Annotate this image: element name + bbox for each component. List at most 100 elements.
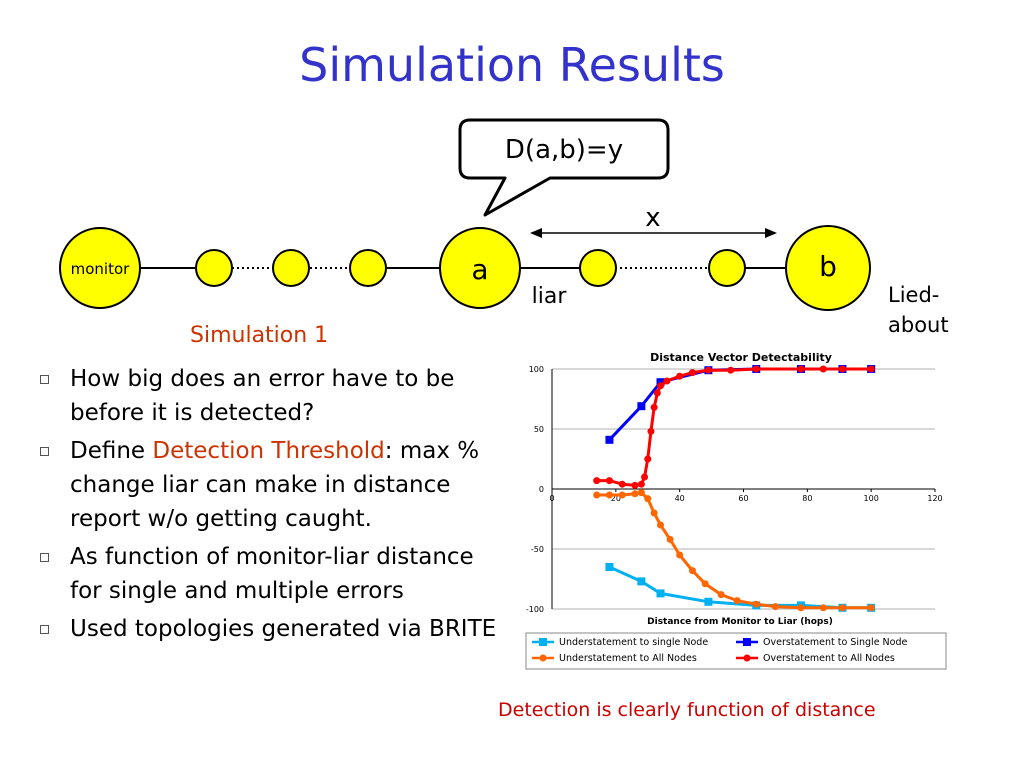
data-point-marker <box>752 365 760 373</box>
bullet-square-icon <box>40 447 49 456</box>
data-point-marker <box>797 365 805 373</box>
data-point-marker <box>704 366 712 374</box>
data-point-marker <box>618 480 626 488</box>
x-tick-label: 40 <box>675 494 685 503</box>
arrowhead-right-icon <box>765 228 777 238</box>
data-point-marker <box>637 480 645 488</box>
data-point-marker <box>676 372 684 380</box>
lied-about-label-line2: about <box>888 313 949 337</box>
data-point-marker <box>637 577 646 586</box>
chart-caption: Detection is clearly function of distanc… <box>498 699 876 721</box>
bullet-text: Used topologies generated via BRITE <box>70 616 497 642</box>
data-point-marker <box>593 477 601 485</box>
data-point-marker <box>605 477 613 485</box>
data-point-marker <box>657 382 665 390</box>
data-point-marker <box>644 455 652 463</box>
node-a-label: a <box>471 253 488 286</box>
data-point-marker <box>771 603 779 611</box>
data-point-marker <box>647 427 655 435</box>
intermediate-node <box>579 249 617 287</box>
legend-box <box>525 632 947 670</box>
legend-marker <box>539 638 547 646</box>
monitor-label: monitor <box>71 260 131 278</box>
legend-marker <box>743 638 751 646</box>
data-point-marker <box>704 597 713 606</box>
y-tick-label: 100 <box>529 365 544 374</box>
arrowhead-left-icon <box>530 228 542 238</box>
data-point-marker <box>618 491 626 499</box>
data-point-marker <box>688 369 696 377</box>
data-point-marker <box>727 366 735 374</box>
x-tick-label: 0 <box>549 494 554 503</box>
node-a <box>439 227 521 309</box>
intermediate-node <box>349 249 387 287</box>
bullet-square-icon <box>40 553 49 562</box>
y-tick-label: 0 <box>539 485 544 494</box>
bullet-square-icon <box>40 375 49 384</box>
detectability-chart: Distance Vector Detectability -100 -50 0 50… <box>525 351 947 670</box>
bullet-item: How big does an error have to be before … <box>38 362 498 430</box>
bullet-text: As function of monitor-liar distance for… <box>70 544 474 604</box>
bullet-text-suffix: : max % change liar can make in distance… <box>70 438 480 532</box>
x-tick-label: 20 <box>611 494 621 503</box>
bullet-item: Define Detection Threshold: max % change… <box>38 434 498 536</box>
data-point-marker <box>666 535 674 543</box>
series-line <box>596 367 872 487</box>
data-point-marker <box>752 600 760 608</box>
bullet-text: How big does an error have to be before … <box>70 366 455 426</box>
y-tick-label: 50 <box>534 425 544 434</box>
bullet-square-icon <box>40 625 49 634</box>
bullet-item: Used topologies generated via BRITE <box>38 612 498 646</box>
chart-legend: Understatement to single Node Overstateme… <box>532 637 908 664</box>
bullet-list: How big does an error have to be before … <box>38 362 498 650</box>
legend-label: Overstatement to All Nodes <box>763 653 895 664</box>
x-tick-label: 60 <box>738 494 748 503</box>
data-point-marker <box>688 567 696 575</box>
chart-series <box>593 365 876 612</box>
chart-axes: -100 -50 0 50 100 0 20 40 60 80 100 120 <box>526 365 943 614</box>
data-point-marker <box>650 509 658 517</box>
series-line <box>596 490 872 610</box>
network-diagram: D(a,b)=y x monitor a b liar Lied- about <box>59 118 949 337</box>
data-point-marker <box>656 589 665 598</box>
legend-label: Understatement to single Node <box>559 637 708 648</box>
data-point-marker <box>838 365 846 373</box>
chart-title: Distance Vector Detectability <box>650 351 832 364</box>
liar-label: liar <box>532 284 568 309</box>
data-point-marker <box>733 597 741 605</box>
distance-label: x <box>645 203 660 233</box>
data-point-marker <box>656 378 665 387</box>
bullet-item: As function of monitor-liar distance for… <box>38 540 498 608</box>
slide-title: Simulation Results <box>299 38 725 92</box>
simulation-subheading: Simulation 1 <box>190 323 329 348</box>
x-tick-label: 100 <box>864 494 879 503</box>
legend-label: Understatement to All Nodes <box>559 653 697 664</box>
data-point-marker <box>867 604 875 612</box>
data-point-marker <box>637 402 646 411</box>
monitor-node <box>59 227 141 309</box>
data-point-marker <box>838 604 846 612</box>
legend-label: Overstatement to Single Node <box>763 637 908 648</box>
data-point-marker <box>819 365 827 373</box>
bullet-text-prefix: Define <box>70 438 153 464</box>
data-point-marker <box>631 490 639 498</box>
detection-threshold-term: Detection Threshold <box>152 438 385 464</box>
data-point-marker <box>717 591 725 599</box>
data-point-marker <box>637 489 645 497</box>
x-axis-label: Distance from Monitor to Liar (hops) <box>647 617 833 627</box>
intermediate-node <box>708 249 746 287</box>
data-point-marker <box>641 473 649 481</box>
x-tick-label: 80 <box>802 494 812 503</box>
data-point-marker <box>701 580 709 588</box>
data-point-marker <box>593 491 601 499</box>
data-point-marker <box>663 377 671 385</box>
data-point-marker <box>657 521 665 529</box>
legend-marker <box>743 654 751 662</box>
data-point-marker <box>650 403 658 411</box>
data-point-marker <box>867 365 875 373</box>
data-point-marker <box>605 435 614 444</box>
lied-about-label-line1: Lied- <box>888 283 939 307</box>
callout-text: D(a,b)=y <box>505 135 623 165</box>
data-point-marker <box>676 551 684 559</box>
node-b-label: b <box>819 250 837 283</box>
